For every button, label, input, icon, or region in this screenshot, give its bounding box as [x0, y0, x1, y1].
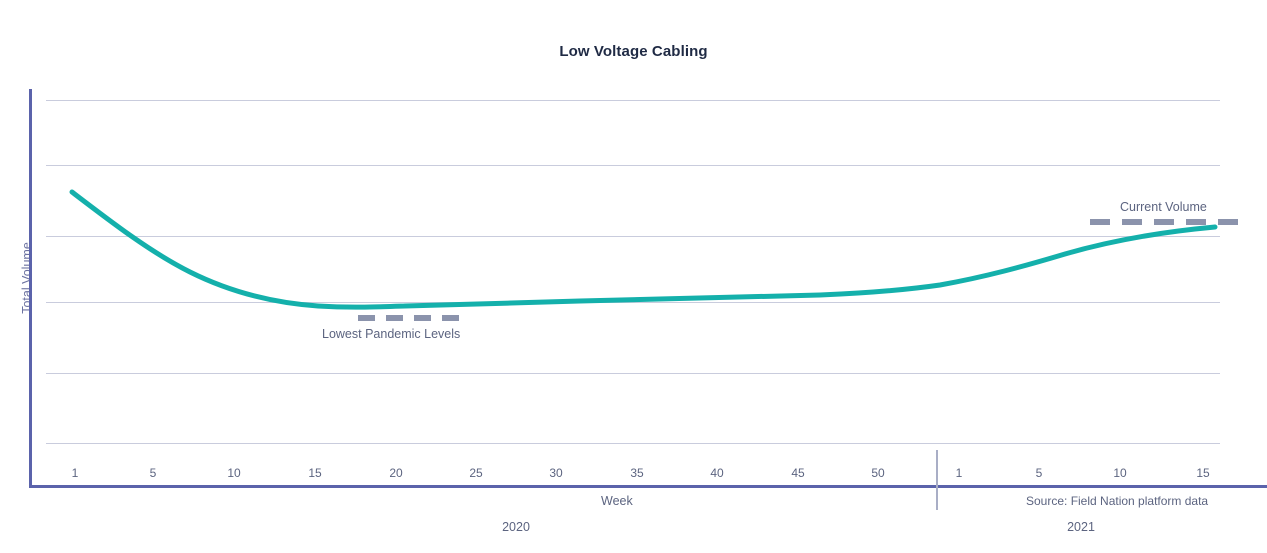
x-tick-2021-15: 15: [1196, 466, 1210, 480]
gridline-2: [46, 236, 1220, 237]
x-tick-2021-1: 1: [955, 466, 963, 480]
y-axis-line: [29, 89, 32, 488]
x-tick-2020-1: 1: [71, 466, 79, 480]
lowest-pandemic-levels-annotation-label: Lowest Pandemic Levels: [322, 327, 461, 341]
x-tick-2021-10: 10: [1113, 466, 1127, 480]
year-label-2021: 2021: [1067, 520, 1095, 534]
x-axis-title: Week: [601, 494, 633, 508]
gridline-4: [46, 373, 1220, 374]
gridline-5: [46, 443, 1220, 444]
chart-title: Low Voltage Cabling: [559, 43, 708, 60]
source-note: Source: Field Nation platform data: [1026, 494, 1209, 508]
x-tick-2021-5: 5: [1035, 466, 1043, 480]
gridline-0: [46, 100, 1220, 101]
year-divider-line: [936, 450, 938, 510]
series-line-total-volume: [69, 189, 1218, 310]
gridline-3: [46, 302, 1220, 303]
x-tick-2020-10: 10: [227, 466, 241, 480]
year-label-2020: 2020: [502, 520, 530, 534]
x-tick-2020-35: 35: [630, 466, 644, 480]
x-tick-2020-30: 30: [549, 466, 563, 480]
x-tick-2020-25: 25: [469, 466, 483, 480]
x-tick-2020-20: 20: [389, 466, 403, 480]
current-volume-annotation-label: Current Volume: [1120, 200, 1207, 214]
x-tick-2020-50: 50: [871, 466, 885, 480]
x-tick-2020-40: 40: [710, 466, 724, 480]
x-tick-2020-5: 5: [149, 466, 157, 480]
x-axis-line: [29, 485, 1267, 488]
x-tick-2020-15: 15: [308, 466, 322, 480]
x-tick-2020-45: 45: [791, 466, 805, 480]
gridline-1: [46, 165, 1220, 166]
